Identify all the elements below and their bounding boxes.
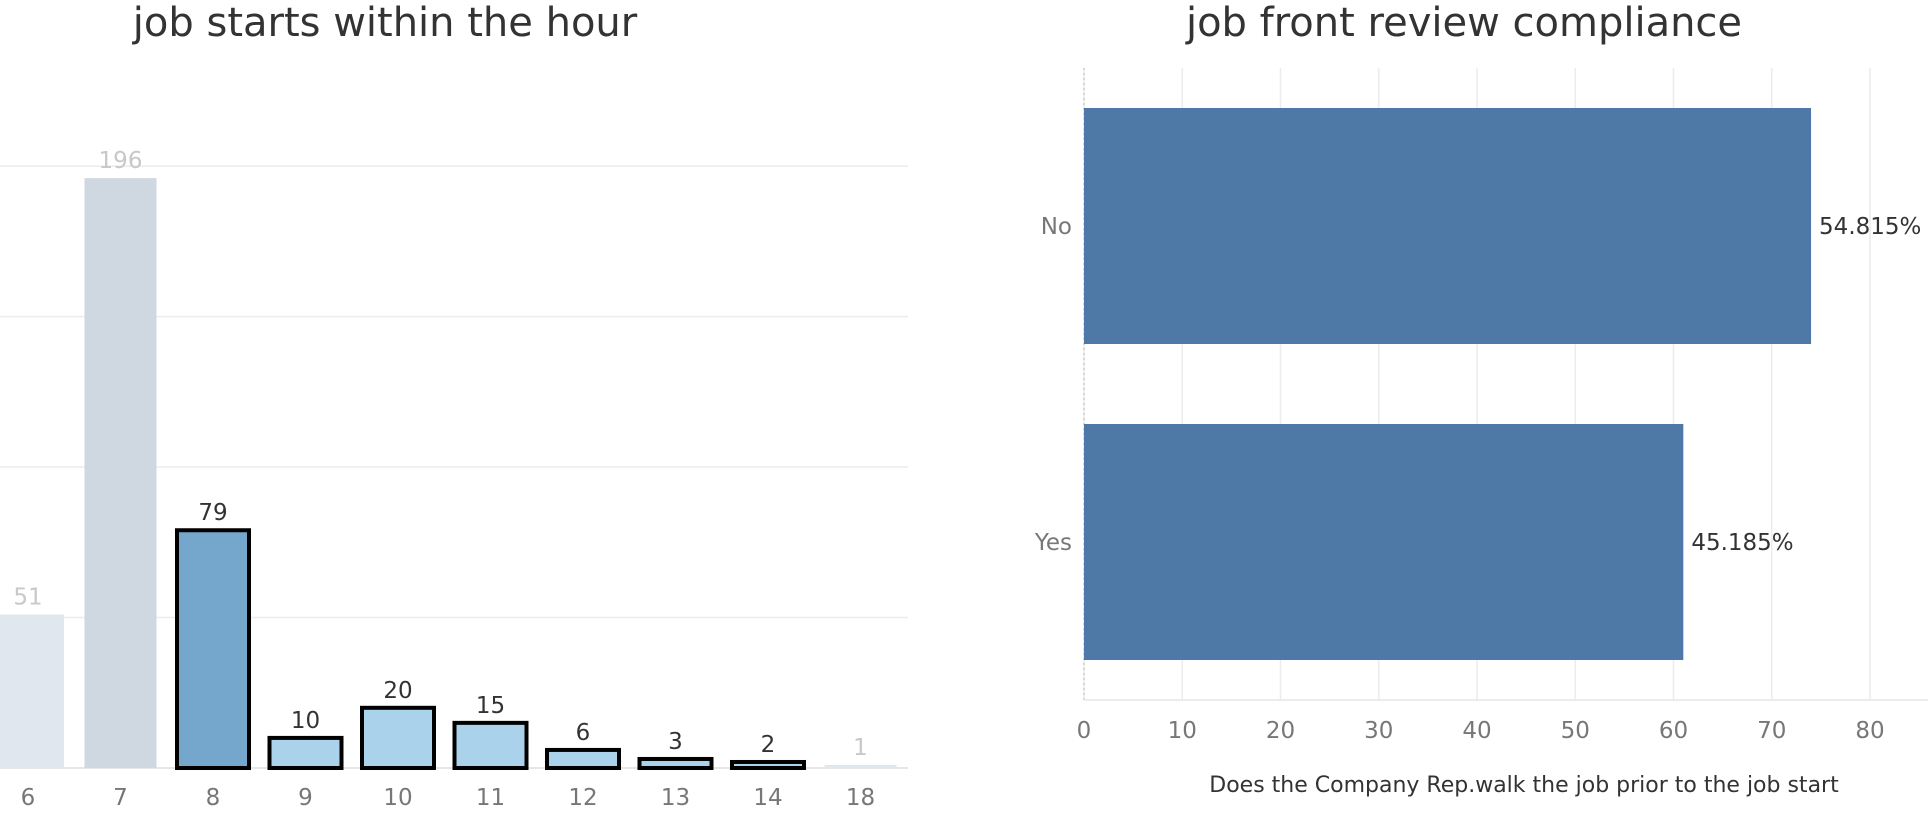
x-tick-label: 18 [846,785,875,811]
compliance-chart: job front review compliance 0 10 20 30 40 50 6… [1000,0,1928,822]
x-tick-label: 20 [1266,718,1295,744]
x-tick-label: 10 [1168,718,1197,744]
data-label: 45.185% [1691,530,1793,556]
x-tick-label: 10 [383,785,412,811]
data-label: 79 [198,500,227,526]
x-tick-label: 50 [1561,718,1590,744]
x-tick-label: 13 [661,785,690,811]
chart-title: job front review compliance [1185,0,1743,46]
x-tick-label: 0 [1077,718,1092,744]
x-tick-label: 9 [298,785,313,811]
x-tick-label: 14 [753,785,782,811]
data-label: 10 [291,708,320,734]
compliance-plot: 0 10 20 30 40 50 60 70 80 No 54.815% Yes 45.185% Does… [1034,68,1928,798]
job-starts-plot: 51 6 196 7 79 8 10 9 20 10 15 11 6 12 3 13 2 14 1 18 [0,148,908,811]
y-tick-label: No [1041,214,1072,240]
data-label: 1 [853,735,868,761]
bar [0,614,64,768]
x-tick-label: 7 [113,785,128,811]
chart-title: job starts within the hour [132,0,638,46]
bar [267,735,344,771]
x-tick-label: 60 [1659,718,1688,744]
data-label: 6 [576,720,591,746]
bar [545,747,621,771]
x-axis-title: Does the Company Rep.walk the job prior … [1209,773,1839,798]
bar [360,705,436,770]
x-tick-label: 40 [1462,718,1491,744]
data-label: 54.815% [1819,214,1921,240]
bar [637,756,714,771]
bar [730,759,806,771]
bar [1084,108,1812,344]
x-tick-label: 12 [568,785,597,811]
bar [84,178,157,769]
data-label: 15 [476,693,505,719]
data-label: 196 [99,148,143,174]
y-tick-label: Yes [1034,530,1072,556]
x-tick-label: 11 [476,785,505,811]
x-tick-label: 6 [21,785,36,811]
x-tick-label: 70 [1757,718,1786,744]
bar [452,720,529,770]
data-label: 51 [13,585,42,611]
data-label: 3 [668,729,683,755]
x-tick-label: 8 [206,785,221,811]
data-label: 2 [761,732,776,758]
bar [1084,424,1684,660]
x-tick-label: 80 [1855,718,1884,744]
data-label: 20 [383,678,412,704]
job-starts-chart: job starts within the hour 51 6 196 7 79 8 10 9… [0,0,920,822]
bar [175,528,251,770]
bar [824,764,897,768]
x-tick-label: 30 [1364,718,1393,744]
